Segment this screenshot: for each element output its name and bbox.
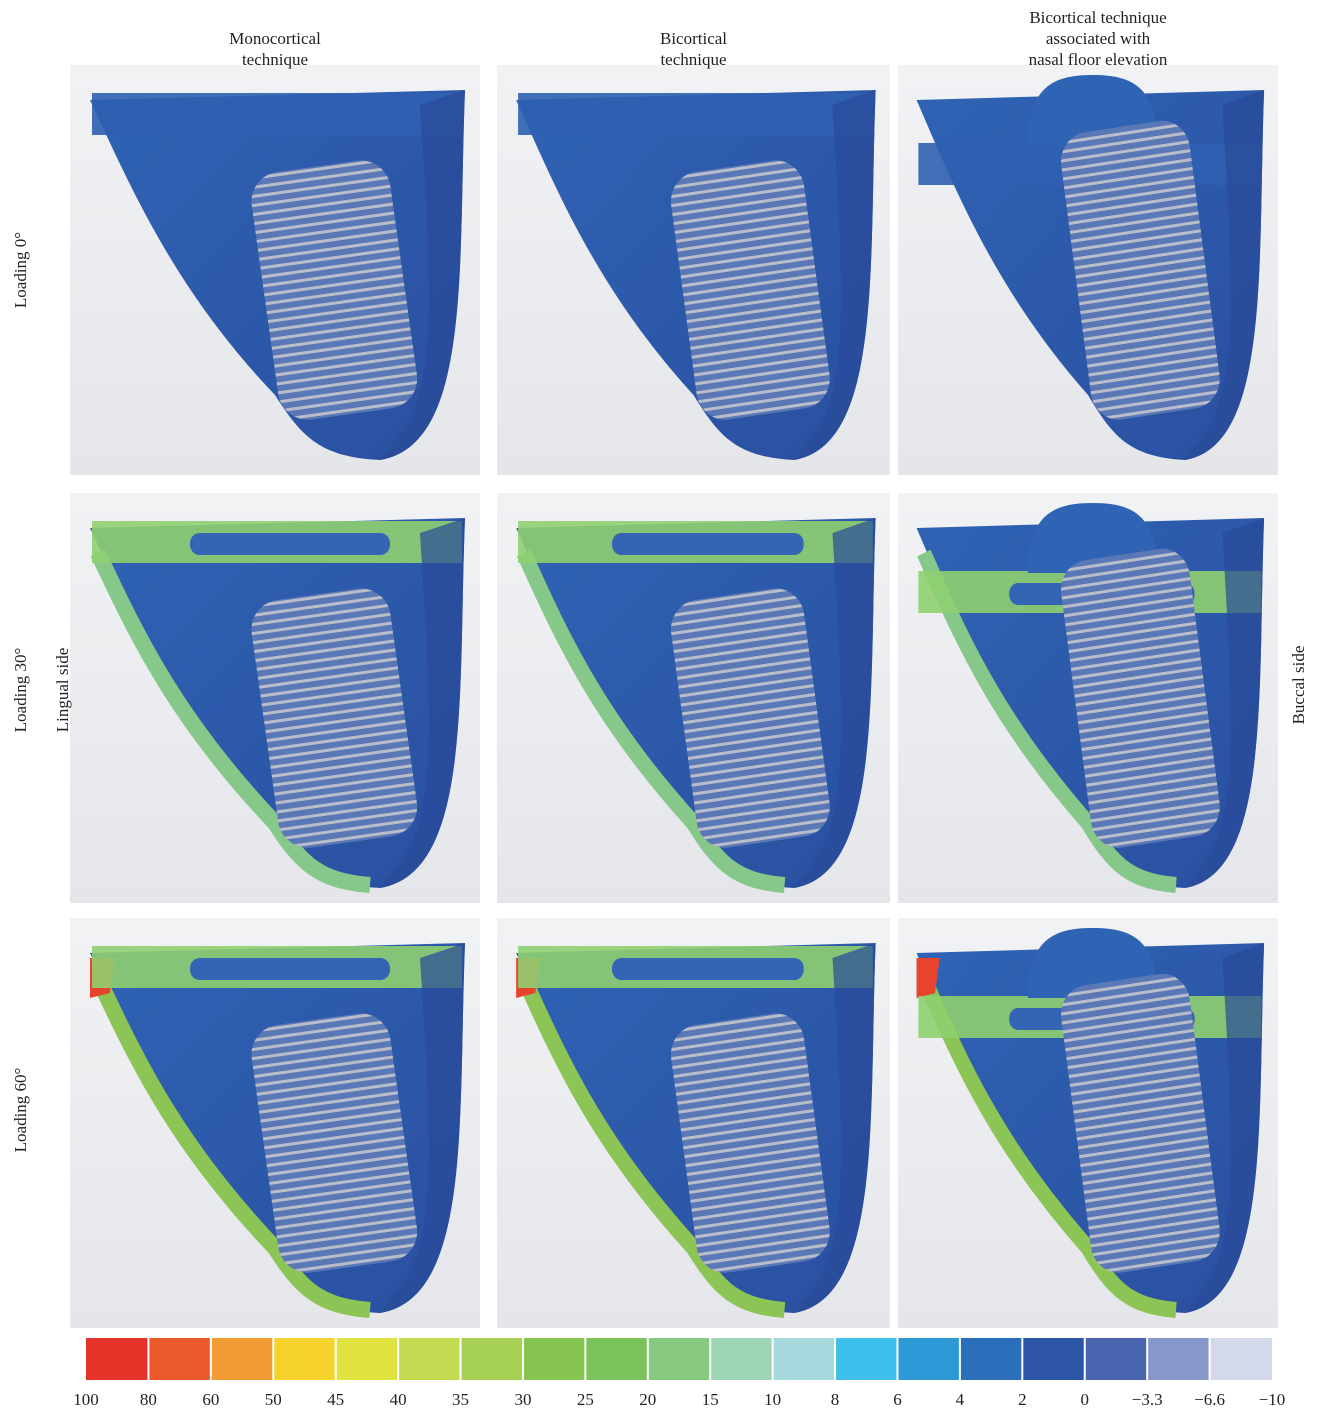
colorbar-segment [1147,1338,1209,1380]
fea-panel [497,918,890,1328]
colorbar-tick-label: 2 [1018,1390,1027,1409]
colorbar-segment [148,1338,210,1380]
colorbar-segment [336,1338,398,1380]
colorbar-tick-label: 30 [514,1390,531,1409]
colorbar-segment [897,1338,959,1380]
colorbar-segment [86,1338,148,1380]
colorbar-segment [1022,1338,1084,1380]
plate-core [612,958,804,980]
colorbar-tick-label: −10 [1259,1390,1286,1409]
colorbar-segment [648,1338,710,1380]
colorbar-tick-label: 0 [1080,1390,1089,1409]
colorbar-segment [835,1338,897,1380]
fea-panel [497,65,890,475]
colorbar-segment [710,1338,772,1380]
colorbar-segment [273,1338,335,1380]
fea-panel [70,65,480,475]
fea-panel [898,65,1278,475]
figure: Monocortical technique Bicortical technique… [0,0,1320,1414]
fea-panel [898,493,1278,903]
fea-panel [70,918,480,1328]
colorbar-segment [211,1338,273,1380]
side-label: Buccal side [1289,646,1308,725]
colorbar-segment [1085,1338,1147,1380]
colorbar-tick-label: 4 [956,1390,965,1409]
plate-core [190,533,390,555]
colorbar-tick-label: 10 [764,1390,781,1409]
column-header: Bicortical technique [1029,8,1166,27]
colorbar-tick-label: 60 [202,1390,219,1409]
colorbar-segment [523,1338,585,1380]
colorbar-tick-label: 35 [452,1390,469,1409]
colorbar-segment [960,1338,1022,1380]
column-header: Monocortical [229,29,321,48]
fea-panel [898,918,1278,1328]
colorbar-segment [585,1338,647,1380]
row-label: Lingual side [53,648,72,733]
row-label: Loading 30° [11,648,30,733]
row-label: Loading 0° [11,232,30,308]
row-label: Loading 60° [11,1068,30,1153]
fea-panel [497,493,890,903]
colorbar-tick-label: 40 [390,1390,407,1409]
plate-core [190,958,390,980]
colorbar-tick-label: −6.6 [1194,1390,1225,1409]
column-header: Bicortical [660,29,727,48]
colorbar-tick-label: 15 [702,1390,719,1409]
fea-panel [70,493,480,903]
colorbar-segment [773,1338,835,1380]
colorbar-segment [1210,1338,1272,1380]
column-header: technique [242,50,308,69]
colorbar-tick-label: 45 [327,1390,344,1409]
colorbar-tick-label: 6 [893,1390,902,1409]
cortical-plate [92,93,462,135]
column-header: technique [660,50,726,69]
colorbar-segment [461,1338,523,1380]
colorbar-segment [398,1338,460,1380]
column-header: associated with [1046,29,1151,48]
cortical-plate [518,93,873,135]
column-header: nasal floor elevation [1029,50,1168,69]
colorbar-tick-label: 8 [831,1390,840,1409]
plate-core [612,533,804,555]
colorbar-tick-label: 50 [265,1390,282,1409]
colorbar-tick-label: 80 [140,1390,157,1409]
colorbar-tick-label: −3.3 [1132,1390,1163,1409]
colorbar-tick-label: 25 [577,1390,594,1409]
fea-panels [70,65,1278,1328]
colorbar-tick-label: 20 [639,1390,656,1409]
colorbar-tick-label: 100 [73,1390,99,1409]
